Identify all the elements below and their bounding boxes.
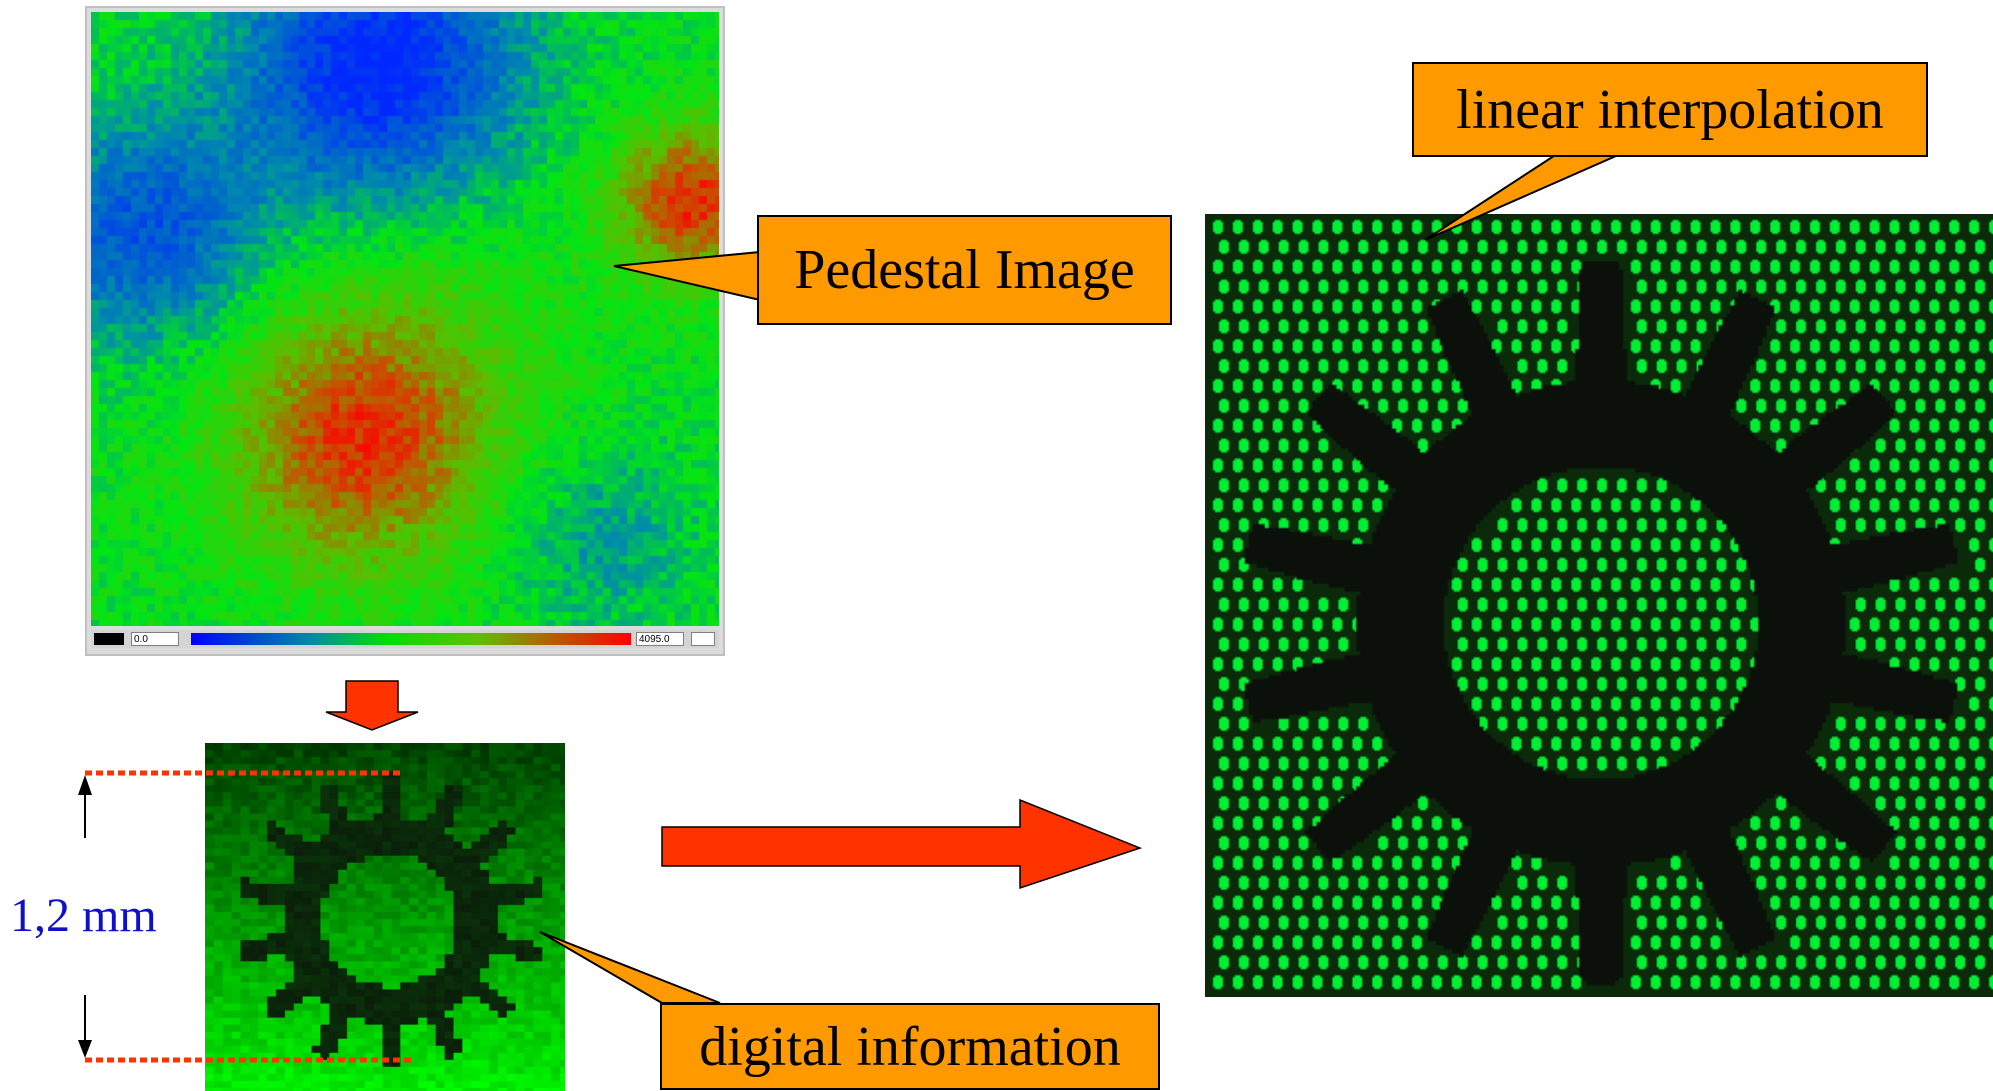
colorbar-max-label: 4095.0	[636, 632, 684, 646]
pedestal-image	[91, 12, 719, 626]
linear-interpolation-callout: linear interpolation	[1412, 62, 1928, 157]
colorbar-min-label: 0.0	[131, 632, 179, 646]
colorbar: 0.0 4095.0	[91, 630, 719, 648]
linear-callout-tail	[1424, 151, 1626, 241]
right-arrow	[661, 798, 1143, 890]
pedestal-image-callout: Pedestal Image	[757, 215, 1172, 325]
digital-callout-tail	[539, 931, 721, 1004]
pedestal-image-panel: 0.0 4095.0	[85, 6, 725, 656]
digital-information-callout: digital information	[660, 1003, 1160, 1090]
dimension-label: 1,2 mm	[10, 889, 157, 942]
dimension-down-arrowhead	[78, 1040, 92, 1058]
dimension-up-arrowhead	[78, 775, 92, 795]
colorbar-gradient	[191, 633, 631, 645]
interpolated-gear-image	[1205, 214, 1993, 997]
colorbar-black-swatch	[94, 633, 124, 645]
down-arrow	[325, 680, 419, 731]
colorbar-end-swatch	[691, 632, 715, 646]
digital-gear-image	[205, 743, 565, 1091]
pedestal-callout-tail	[613, 250, 761, 302]
